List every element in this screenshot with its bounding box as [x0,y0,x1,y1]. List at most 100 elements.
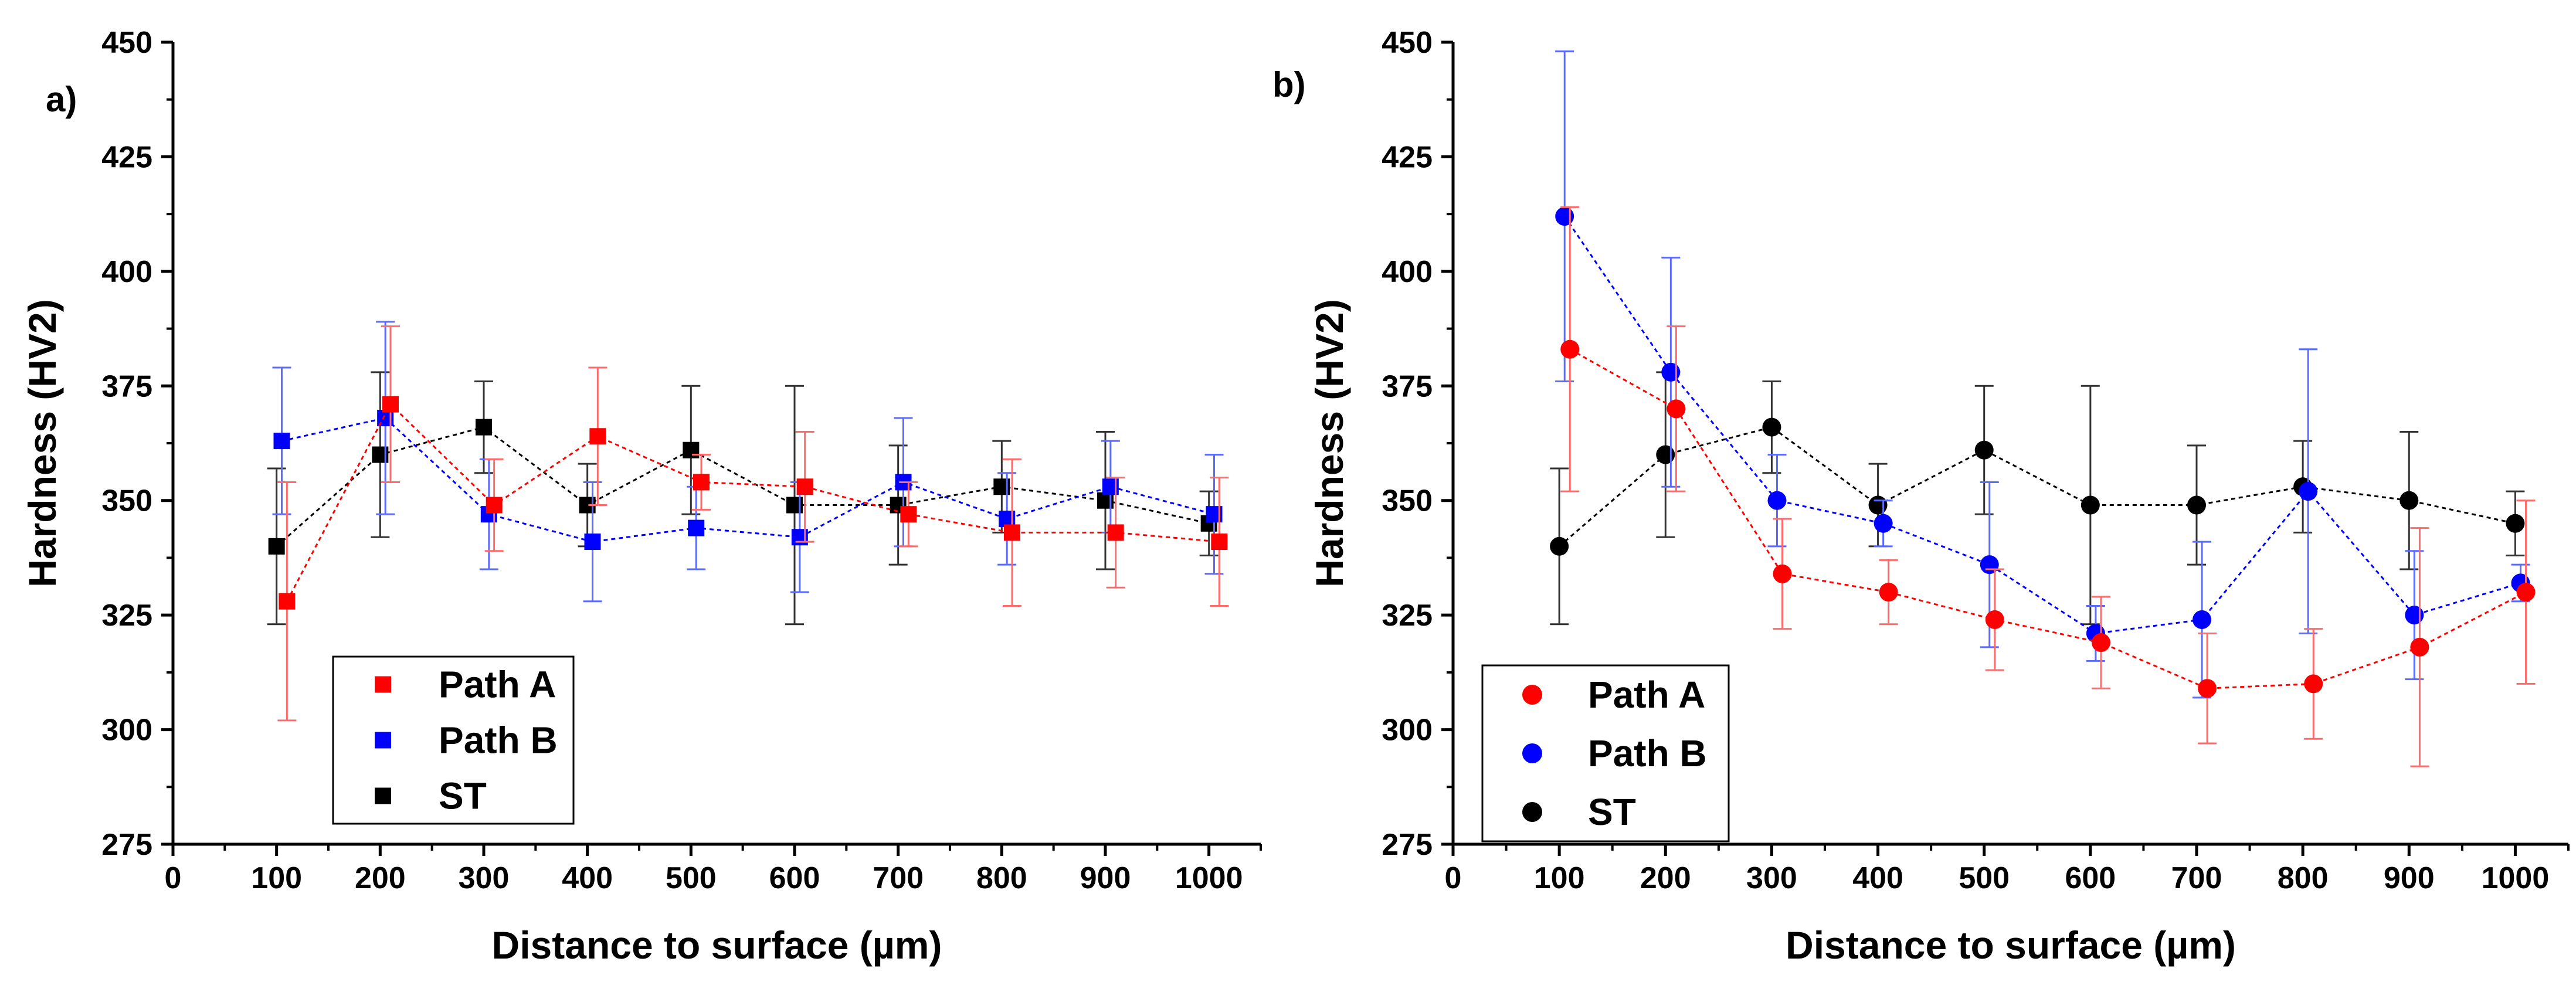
x-tick-label-b: 300 [1746,861,1797,895]
y-tick-label-b: 325 [1382,599,1433,633]
data-point [2091,633,2110,653]
y-tick-label-b: 275 [1382,828,1433,862]
x-tick-label-a: 1000 [1175,861,1243,895]
x-tick-label-a: 600 [769,861,820,895]
panel-a-label: a) [46,80,77,119]
data-point [2299,482,2318,501]
series-line [281,417,1214,543]
data-point [2198,679,2217,698]
x-tick-label-a: 800 [976,861,1027,895]
x-tick-label-b: 200 [1640,861,1691,895]
data-point [1211,534,1228,551]
x-tick-label-a: 200 [355,861,406,895]
legend-label: Path A [1588,674,1705,716]
y-tick-label-b: 400 [1382,255,1433,289]
legend-marker [375,676,391,693]
data-point [1004,524,1020,541]
legend-label: Path B [1588,732,1707,774]
legend-label: Path A [439,664,556,706]
x-tick-label-a: 300 [459,861,510,895]
series-st-b [1550,371,2525,626]
legend-marker [375,732,391,749]
legend-a: Path A Path B ST [332,655,575,825]
x-tick-label-a: 400 [562,861,613,895]
data-point [2405,606,2424,625]
data-point [1767,491,1787,510]
data-point [589,428,606,445]
x-tick-label-b: 1000 [2482,861,2550,895]
legend-b: Path A Path B ST [1481,664,1730,842]
series-line [1559,426,2516,548]
data-point [1550,536,1569,556]
y-tick-label-a: 325 [101,599,152,633]
data-point [382,396,399,413]
x-axis-title-b: Distance to surface (µm) [1786,923,2236,967]
data-point [279,593,296,610]
data-point [2506,514,2525,533]
y-axis-title-a: Hardness (HV2) [21,299,64,587]
y-axis-title-b: Hardness (HV2) [1308,299,1351,587]
data-point [1107,524,1124,541]
series-line [1569,348,2527,689]
series-path-b-a [272,321,1224,603]
data-point [1661,362,1681,382]
y-tick-label-a: 375 [101,369,152,403]
data-point [273,433,290,450]
data-point [1656,445,1675,464]
data-point [1879,583,1898,602]
y-tick-label-a: 275 [101,828,152,862]
data-point [1974,440,1994,460]
data-point [2187,495,2206,515]
y-tick-label-b: 375 [1382,369,1433,403]
x-tick-label-a: 900 [1080,861,1131,895]
legend-label: ST [439,775,487,817]
data-point [1868,495,1888,515]
data-point [268,538,285,555]
data-point [476,419,492,436]
panel-a: a) 275 300 325 350 375 400 425 450 0 100 200 300 400… [21,26,1262,967]
x-tick-label-b: 500 [1959,861,2010,895]
y-tick-label-b: 425 [1382,140,1433,174]
x-tick-label-b: 600 [2065,861,2116,895]
x-axis-title-a: Distance to surface (µm) [492,923,942,967]
x-tick-label-b: 100 [1534,861,1585,895]
x-tick-label-a: 500 [666,861,717,895]
y-tick-label-b: 350 [1382,484,1433,518]
series-path-b-b [1555,50,2530,699]
data-point [1773,564,1792,583]
data-point [1985,610,2004,629]
y-tick-label-a: 300 [101,713,152,747]
x-tick-label-b: 900 [2384,861,2435,895]
data-point [900,506,917,523]
x-tick-label-b: 800 [2278,861,2329,895]
legend-marker [375,787,391,804]
data-point [683,441,700,458]
series-line [286,403,1220,602]
data-point [2304,674,2323,694]
legend-box [332,655,575,825]
panel-b: b) 275 300 325 350 375 400 425 450 0 100 200 300 400… [1272,26,2570,967]
series-path-a-a [277,325,1229,722]
y-tick-label-a: 400 [101,255,152,289]
data-point [688,519,705,536]
series-path-a-b [1560,206,2536,767]
data-point [1762,417,1781,437]
legend-marker [1522,802,1542,822]
data-point [2081,495,2100,515]
data-point [486,497,503,514]
series-line [1563,216,2521,634]
y-tick-label-a: 350 [101,484,152,518]
data-point [1560,339,1580,359]
x-tick-label-a: 700 [873,861,924,895]
data-point [2516,583,2536,602]
panel-b-label: b) [1272,65,1306,104]
y-tick-label-b: 450 [1382,26,1433,60]
x-tick-label-a: 100 [251,861,302,895]
data-point [1667,399,1686,419]
data-point [584,534,601,551]
legend-label: Path B [439,719,558,762]
x-tick-label-b: 0 [1445,861,1462,895]
y-tick-label-a: 425 [101,140,152,174]
y-tick-label-b: 300 [1382,713,1433,747]
